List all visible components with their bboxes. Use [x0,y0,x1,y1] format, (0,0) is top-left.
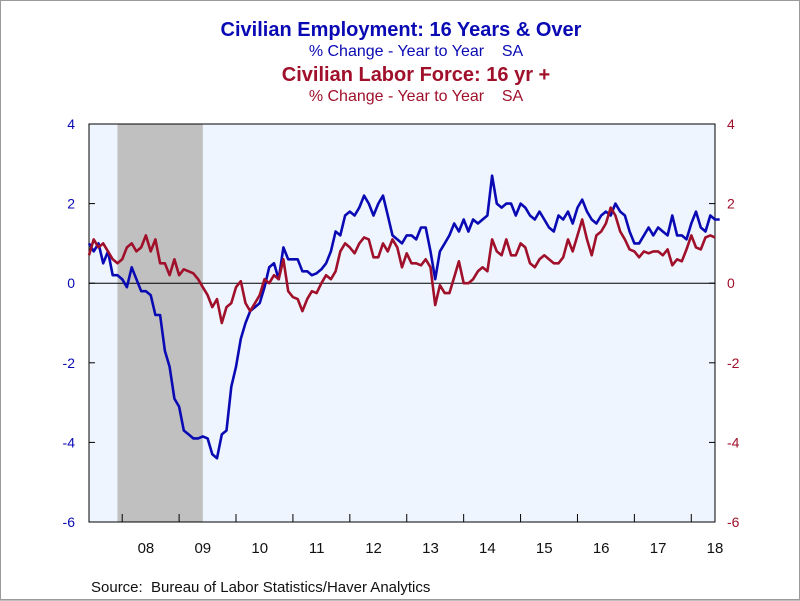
x-tick-label: 13 [422,540,439,557]
y-tick-label-left: 0 [67,275,75,291]
chart-subtitle-2: % Change - Year to Year SA [308,88,524,105]
chart-title: Civilian Employment: 16 Years & Over [220,19,582,41]
chart-subtitle: % Change - Year to Year SA [308,43,524,60]
x-tick-label: 10 [251,540,268,557]
x-tick-label: 08 [138,540,155,557]
source-note: Source: Bureau of Labor Statistics/Haver… [91,579,431,596]
y-tick-label-right: -2 [727,355,740,371]
y-tick-label-right: -6 [727,514,740,530]
y-tick-label-left: 4 [67,116,75,132]
y-tick-label-left: -6 [63,514,76,530]
y-tick-label-right: 2 [727,196,735,212]
y-tick-label-right: 0 [727,275,735,291]
y-tick-label-right: -4 [727,434,740,450]
employment-series-line [87,174,720,460]
plot-border [88,123,716,523]
x-tick-label: 09 [194,540,211,557]
labor-force-series-line [87,206,716,325]
y-tick-label-right: 4 [727,116,735,132]
x-tick-label: 17 [650,540,667,557]
x-tick-label: 16 [593,540,610,557]
y-tick-label-left: -2 [63,355,76,371]
y-tick-label-left: 2 [67,196,75,212]
x-tick-label: 14 [479,540,496,557]
x-tick-label: 15 [536,540,553,557]
x-tick-label: 18 [707,540,724,557]
y-tick-label-left: -4 [63,434,76,450]
chart-title-2: Civilian Labor Force: 16 yr + [281,64,551,86]
x-tick-label: 12 [365,540,382,557]
x-tick-label: 11 [309,540,325,557]
